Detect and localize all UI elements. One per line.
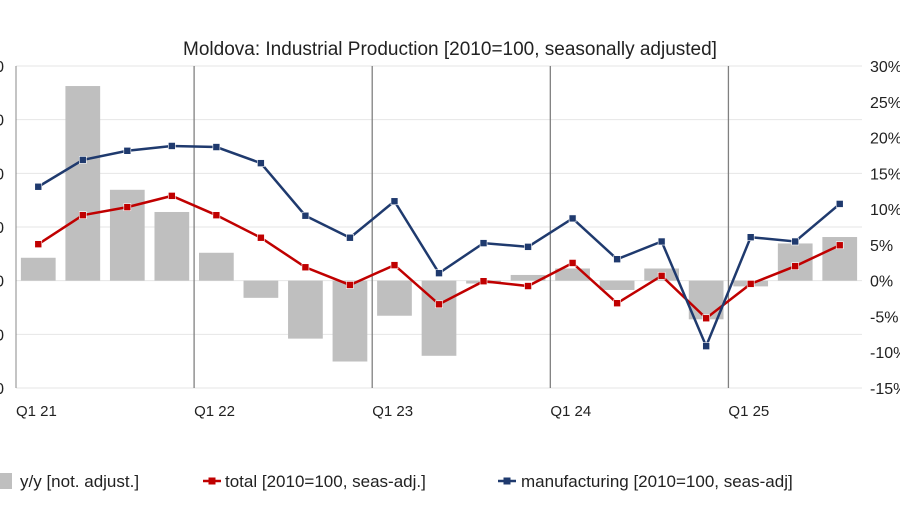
manufacturing-marker [78,156,87,164]
total-marker [702,314,710,323]
year-separators [15,66,730,388]
manufacturing-marker [613,255,621,263]
manufacturing-marker [34,182,43,191]
manufacturing-marker [746,233,755,241]
x-tick-label: Q1 23 [372,403,413,420]
legend: y/y [not. adjust.] total [2010=100, seas-… [0,472,793,491]
manufacturing-marker [791,237,800,246]
bar [599,280,635,290]
bar [199,252,234,281]
legend-swatch-marker [503,477,511,485]
right-tick-label: -10% [870,345,900,362]
manufacturing-marker [301,211,310,220]
right-tick-label: 15% [870,166,900,183]
total-marker [524,282,532,290]
left-tick-label: 140 [0,59,4,76]
total-marker [435,300,443,309]
total-marker [657,272,666,280]
bar [243,280,279,298]
bars [20,86,858,362]
right-tick-label: 5% [870,238,893,255]
right-axis: 30% 25% 20% 15% 10% 5% 0% -5% -10% -15% [870,59,900,398]
bar [377,280,412,316]
manufacturing-marker [702,342,710,350]
manufacturing-marker [123,146,132,155]
manufacturing-marker [390,197,399,206]
bar [288,280,323,339]
total-marker [479,277,488,286]
manufacturing-marker [257,159,265,167]
total-marker [390,261,399,269]
left-axis: 140 130 120 110 100 90 80 [0,59,4,398]
total-marker [835,241,844,250]
manufacturing-marker [435,269,443,277]
right-tick-label: 0% [870,274,893,291]
left-tick-label: 130 [0,113,4,130]
left-tick-label: 90 [0,327,4,344]
right-tick-label: 25% [870,95,900,112]
x-tick-label: Q1 25 [728,403,769,420]
right-tick-label: -5% [870,309,898,326]
total-marker [791,262,800,270]
manufacturing-marker [479,239,488,247]
total-marker [168,192,176,200]
manufacturing-marker [212,143,221,151]
x-tick-label: Q1 21 [16,403,57,420]
total-marker [568,259,577,267]
manufacturing-marker [346,233,354,242]
left-tick-label: 80 [0,381,4,398]
legend-label: total [2010=100, seas-adj.] [225,472,426,491]
left-tick-label: 100 [0,274,4,291]
left-tick-label: 120 [0,166,4,183]
legend-swatch-yy [0,473,12,489]
total-marker [346,281,354,289]
manufacturing-marker [168,142,176,150]
x-axis: Q1 21 Q1 22 Q1 23 Q1 24 Q1 25 [16,403,769,420]
bar [510,274,546,281]
bar [65,86,101,281]
total-marker [123,203,132,211]
total-marker [613,299,621,308]
chart-title: Moldova: Industrial Production [2010=100… [183,39,717,60]
right-tick-label: 30% [870,59,900,76]
manufacturing-marker [835,200,844,208]
total-marker [78,211,87,219]
total-marker [301,263,310,272]
manufacturing-marker [657,237,666,246]
legend-label: manufacturing [2010=100, seas-adj] [521,472,793,491]
right-tick-label: 20% [870,131,900,148]
x-tick-label: Q1 24 [550,403,591,420]
lines [34,142,844,350]
manufacturing-marker [568,214,577,223]
left-tick-label: 110 [0,220,4,237]
manufacturing-marker [524,243,532,251]
total-marker [746,280,755,288]
legend-label-yy: y/y [not. adjust.] [20,472,139,491]
legend-swatch-marker [208,477,216,485]
bar [688,280,724,320]
bar [20,257,56,281]
total-marker [34,240,43,248]
bar [777,243,813,281]
bar [154,211,190,281]
total-marker [257,233,265,242]
total-marker [212,211,221,219]
right-tick-label: 10% [870,202,900,219]
x-tick-label: Q1 22 [194,403,235,420]
bar [332,280,368,362]
right-tick-label: -15% [870,381,900,398]
